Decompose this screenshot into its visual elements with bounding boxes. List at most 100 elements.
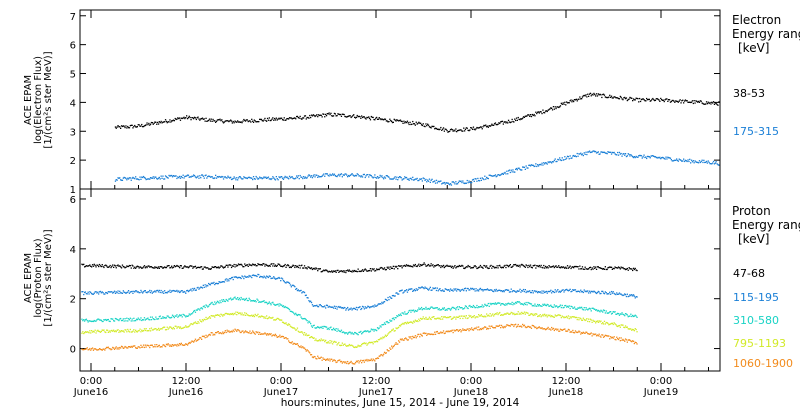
proton-data-point — [595, 292, 597, 294]
electron-data-point — [631, 97, 633, 99]
proton-data-point — [606, 293, 608, 295]
electron-data-point — [464, 128, 467, 130]
electron-data-point — [281, 117, 283, 119]
electron-data-point — [309, 114, 311, 117]
proton-data-point — [360, 330, 362, 333]
proton-data-point — [427, 289, 430, 291]
proton-data-point — [620, 337, 622, 339]
electron-data-point — [427, 124, 430, 126]
proton-data-point — [249, 276, 251, 278]
electron-data-point — [586, 96, 588, 98]
proton-data-point — [365, 269, 367, 271]
proton-data-point — [339, 306, 342, 308]
proton-data-point — [203, 286, 205, 288]
electron-data-point — [392, 121, 394, 123]
electron-data-point — [391, 121, 394, 124]
electron-data-point — [649, 100, 651, 102]
proton-data-point — [131, 331, 133, 333]
proton-data-point — [388, 321, 390, 324]
proton-data-point — [429, 265, 431, 267]
proton-data-point — [123, 266, 125, 268]
proton-data-point — [297, 330, 299, 332]
electron-data-point — [180, 175, 182, 178]
proton-data-point — [216, 331, 219, 333]
proton-data-point — [401, 267, 403, 269]
proton-data-point — [311, 268, 314, 271]
proton-legend-entry-1060-1900: 1060-1900 — [733, 357, 793, 370]
electron-ylabel-line-1: ACE EPAM — [23, 75, 34, 125]
proton-data-point — [135, 330, 138, 333]
electron-data-point — [635, 155, 637, 158]
electron-data-point — [514, 171, 516, 173]
proton-data-point — [515, 301, 517, 304]
proton-data-point — [447, 316, 449, 318]
proton-data-point — [126, 265, 128, 267]
proton-data-point — [448, 289, 450, 291]
electron-data-point — [606, 96, 608, 99]
proton-data-point — [201, 308, 204, 310]
proton-data-point — [170, 291, 172, 293]
proton-data-point — [610, 337, 613, 339]
proton-data-point — [365, 307, 367, 309]
proton-data-point — [538, 315, 540, 317]
electron-data-point — [310, 116, 312, 119]
proton-data-point — [435, 289, 438, 292]
electron-legend-unit: [keV] — [738, 41, 769, 55]
electron-data-point — [136, 178, 138, 180]
electron-data-point — [254, 178, 256, 180]
proton-data-point — [453, 307, 455, 309]
electron-data-point — [515, 117, 518, 119]
electron-data-point — [141, 176, 143, 178]
electron-data-point — [230, 176, 232, 178]
proton-legend-subtitle: Energy range — [732, 218, 800, 232]
proton-data-point — [338, 341, 340, 344]
electron-data-point — [323, 113, 325, 115]
proton-data-point — [359, 345, 361, 347]
proton-data-point — [199, 267, 201, 269]
proton-data-point — [555, 305, 557, 307]
electron-data-point — [331, 115, 333, 117]
proton-data-point — [230, 278, 232, 280]
proton-data-point — [406, 291, 409, 293]
proton-data-point — [570, 317, 572, 319]
proton-data-point — [264, 332, 266, 334]
electron-data-point — [673, 159, 675, 162]
electron-data-point — [192, 117, 194, 119]
proton-data-point — [607, 267, 609, 269]
proton-data-point — [259, 275, 262, 278]
proton-data-point — [443, 316, 445, 318]
electron-data-point — [346, 116, 348, 118]
proton-data-point — [593, 334, 595, 336]
proton-data-point — [417, 288, 419, 290]
proton-data-point — [532, 304, 534, 307]
proton-data-point — [393, 268, 395, 270]
proton-data-point — [127, 330, 130, 332]
electron-data-point — [682, 160, 684, 162]
proton-data-point — [480, 266, 482, 268]
electron-data-point — [662, 157, 665, 159]
proton-data-point — [486, 267, 489, 269]
proton-data-point — [410, 336, 412, 338]
proton-data-point — [617, 313, 620, 315]
proton-data-point — [107, 318, 109, 321]
proton-data-point — [586, 268, 588, 270]
proton-data-point — [399, 338, 402, 340]
proton-data-point — [213, 333, 215, 335]
electron-data-point — [355, 175, 358, 177]
electron-data-point — [693, 162, 695, 164]
proton-data-point — [467, 317, 469, 319]
proton-data-point — [300, 345, 302, 347]
electron-data-point — [227, 120, 229, 122]
proton-data-point — [105, 264, 107, 266]
proton-data-point — [91, 330, 93, 332]
proton-data-point — [576, 318, 578, 321]
proton-data-point — [328, 328, 330, 331]
proton-data-point — [510, 266, 512, 268]
proton-data-point — [242, 314, 244, 316]
proton-data-point — [425, 265, 427, 267]
proton-data-point — [212, 282, 214, 285]
proton-data-point — [210, 332, 212, 334]
proton-data-point — [131, 290, 133, 293]
proton-data-point — [157, 329, 159, 331]
proton-ytick-label: 2 — [70, 295, 76, 306]
